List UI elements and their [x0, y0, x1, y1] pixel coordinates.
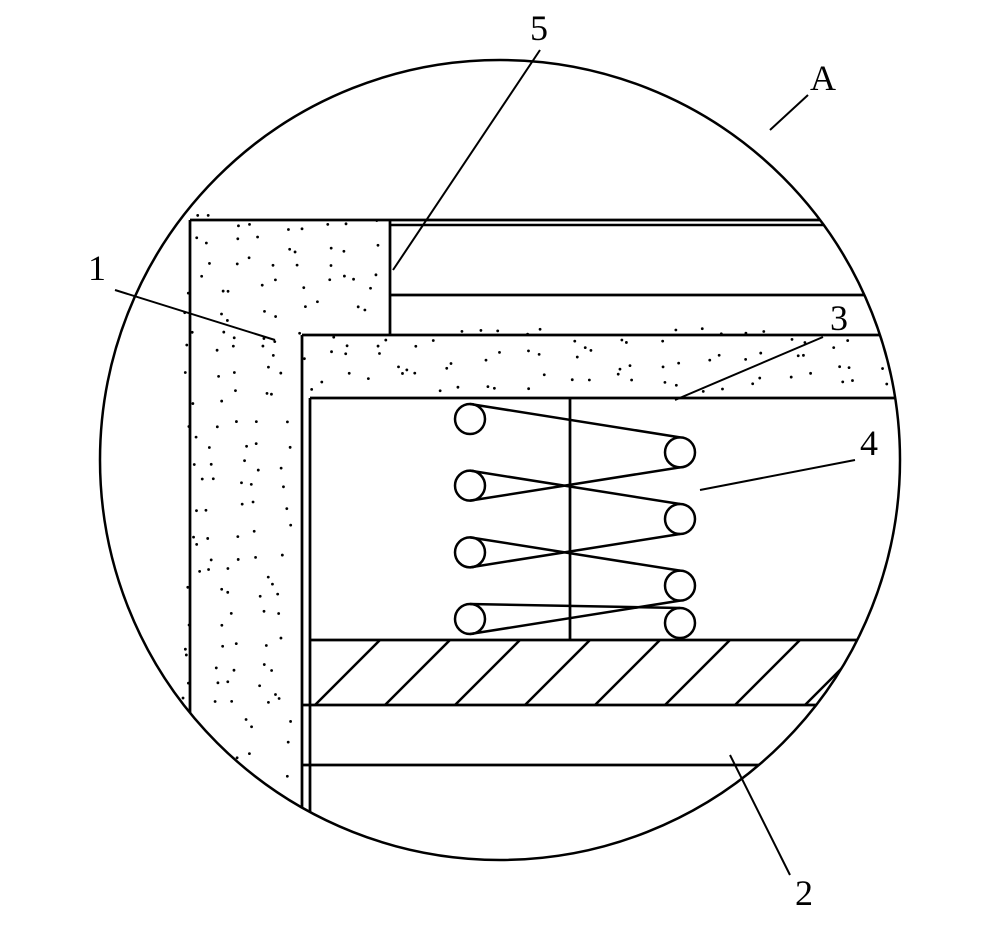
spring [455, 404, 695, 638]
labels-layer: A 1 2 3 4 5 [88, 8, 878, 913]
hatched-plate [245, 640, 1000, 705]
diagram-body [182, 214, 1000, 926]
label-L3: 3 [830, 298, 848, 338]
detail-circle [100, 60, 900, 860]
label-L4: 4 [860, 423, 878, 463]
label-L5: 5 [530, 8, 548, 48]
label-L2: 2 [795, 873, 813, 913]
label-L1: 1 [88, 248, 106, 288]
stipple-region [182, 214, 1000, 926]
label-A: A [810, 58, 836, 98]
